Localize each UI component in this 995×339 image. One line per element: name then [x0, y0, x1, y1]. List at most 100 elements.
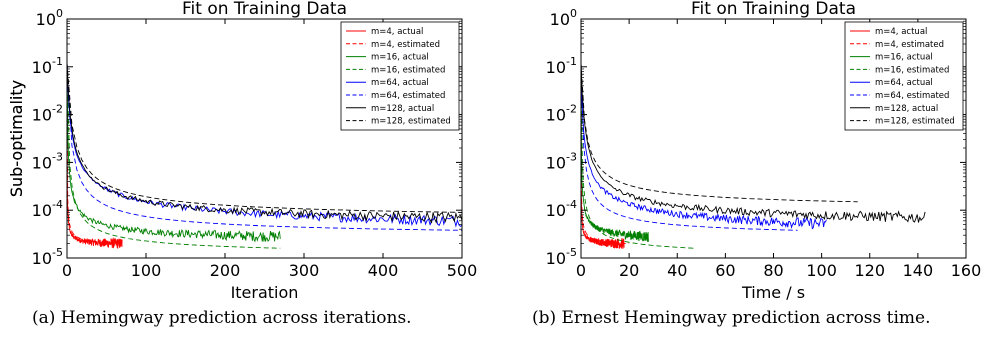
legend-label: m=16, estimated	[875, 65, 949, 75]
y-tick-exponent: -1	[566, 55, 577, 68]
y-tick-label: 10-2	[32, 103, 63, 125]
y-tick-label: 100	[550, 7, 577, 29]
caption-right: (b) Ernest Hemingway prediction across t…	[532, 308, 931, 328]
legend-label: m=128, actual	[371, 104, 434, 114]
y-tick-base: 10	[32, 106, 52, 125]
series-line-m-64-actual	[581, 62, 827, 230]
y-tick-base: 10	[546, 106, 566, 125]
series-line-m-128-estimated	[67, 62, 462, 213]
x-tick-label: 0	[62, 261, 72, 280]
legend-label: m=16, actual	[875, 53, 933, 63]
x-tick-label: 200	[210, 261, 241, 280]
y-tick-label: 10-2	[546, 103, 577, 125]
y-tick-base: 10	[546, 58, 566, 77]
legend-label: m=128, estimated	[371, 117, 451, 127]
series-line-m-4-estimated	[581, 62, 630, 245]
y-tick-exponent: 0	[570, 7, 577, 20]
series-group	[581, 62, 926, 249]
y-tick-base: 10	[546, 153, 566, 172]
legend-box	[340, 21, 460, 131]
series-line-m-64-estimated	[581, 62, 798, 231]
y-tick-exponent: -3	[52, 150, 63, 163]
y-tick-exponent: -4	[566, 198, 577, 211]
y-tick-base: 10	[550, 10, 570, 29]
x-tick-label: 20	[619, 261, 639, 280]
y-tick-base: 10	[32, 58, 52, 77]
x-axis-label: Time / s	[741, 283, 805, 302]
y-tick-base: 10	[546, 249, 566, 268]
y-axis-label: Sub-optimality	[7, 80, 26, 197]
series-line-m-16-estimated	[581, 62, 695, 249]
series-line-m-64-actual	[67, 62, 462, 228]
series-line-m-128-estimated	[581, 62, 858, 203]
legend-label: m=4, estimated	[875, 40, 944, 50]
y-tick-label: 10-5	[546, 246, 577, 268]
legend-label: m=64, actual	[371, 78, 429, 88]
series-line-m-128-actual	[581, 62, 926, 223]
series-line-m-4-actual	[581, 62, 625, 249]
legend-label: m=64, actual	[875, 78, 933, 88]
y-tick-exponent: -4	[52, 198, 63, 211]
y-tick-label: 10-5	[32, 246, 63, 268]
legend: m=4, actual m=4, estimated m=16, actual m=1…	[340, 21, 460, 131]
y-tick-base: 10	[32, 153, 52, 172]
legend-label: m=16, estimated	[371, 65, 445, 75]
x-tick-label: 100	[806, 261, 837, 280]
x-tick-label: 500	[447, 261, 478, 280]
y-tick-exponent: -2	[52, 103, 63, 116]
series-line-m-16-estimated	[67, 62, 281, 249]
plot-frame	[66, 18, 463, 259]
x-tick-label: 60	[715, 261, 735, 280]
chart-title: Fit on Training Data	[691, 0, 856, 19]
y-tick-label: 10-3	[32, 150, 63, 172]
legend-box	[844, 21, 964, 131]
x-tick-label: 40	[667, 261, 687, 280]
legend-label: m=16, actual	[371, 53, 429, 63]
legend-label: m=4, actual	[875, 27, 927, 37]
series-line-m-128-actual	[67, 62, 462, 224]
legend-label: m=64, estimated	[371, 91, 445, 101]
y-tick-label: 10-4	[32, 198, 63, 220]
x-tick-label: 0	[576, 261, 586, 280]
y-tick-exponent: -1	[52, 55, 63, 68]
series-line-m-64-estimated	[67, 62, 462, 231]
x-tick-label: 140	[903, 261, 934, 280]
y-tick-exponent: -3	[566, 150, 577, 163]
legend-label: m=128, estimated	[875, 117, 955, 127]
y-tick-base: 10	[32, 201, 52, 220]
series-group	[67, 62, 462, 249]
x-tick-label: 100	[131, 261, 162, 280]
y-tick-label: 10-3	[546, 150, 577, 172]
x-tick-label: 80	[763, 261, 783, 280]
y-tick-exponent: -5	[52, 246, 63, 259]
legend-label: m=128, actual	[875, 104, 938, 114]
y-tick-base: 10	[32, 249, 52, 268]
y-tick-exponent: -5	[566, 246, 577, 259]
caption-left: (a) Hemingway prediction across iteratio…	[32, 308, 412, 328]
legend-label: m=4, estimated	[371, 40, 440, 50]
y-tick-label: 10-1	[32, 55, 63, 77]
x-tick-label: 120	[854, 261, 885, 280]
y-tick-exponent: -2	[566, 103, 577, 116]
y-tick-base: 10	[36, 10, 56, 29]
legend: m=4, actual m=4, estimated m=16, actual m=1…	[844, 21, 964, 131]
y-tick-label: 10-4	[546, 198, 577, 220]
legend-label: m=4, actual	[371, 27, 423, 37]
series-line-m-4-estimated	[67, 62, 123, 245]
x-tick-label: 400	[368, 261, 399, 280]
y-tick-label: 100	[36, 7, 63, 29]
series-line-m-4-actual	[67, 62, 123, 249]
x-tick-label: 160	[951, 261, 982, 280]
y-axis-label: Sub-optimality	[7, 80, 26, 197]
y-tick-label: 10-1	[546, 55, 577, 77]
y-tick-exponent: 0	[56, 7, 63, 20]
series-line-m-16-actual	[67, 62, 281, 243]
x-axis-label: Iteration	[231, 283, 299, 302]
y-tick-base: 10	[546, 201, 566, 220]
x-tick-label: 300	[289, 261, 320, 280]
chart-title: Fit on Training Data	[182, 0, 347, 19]
legend-label: m=64, estimated	[875, 91, 949, 101]
